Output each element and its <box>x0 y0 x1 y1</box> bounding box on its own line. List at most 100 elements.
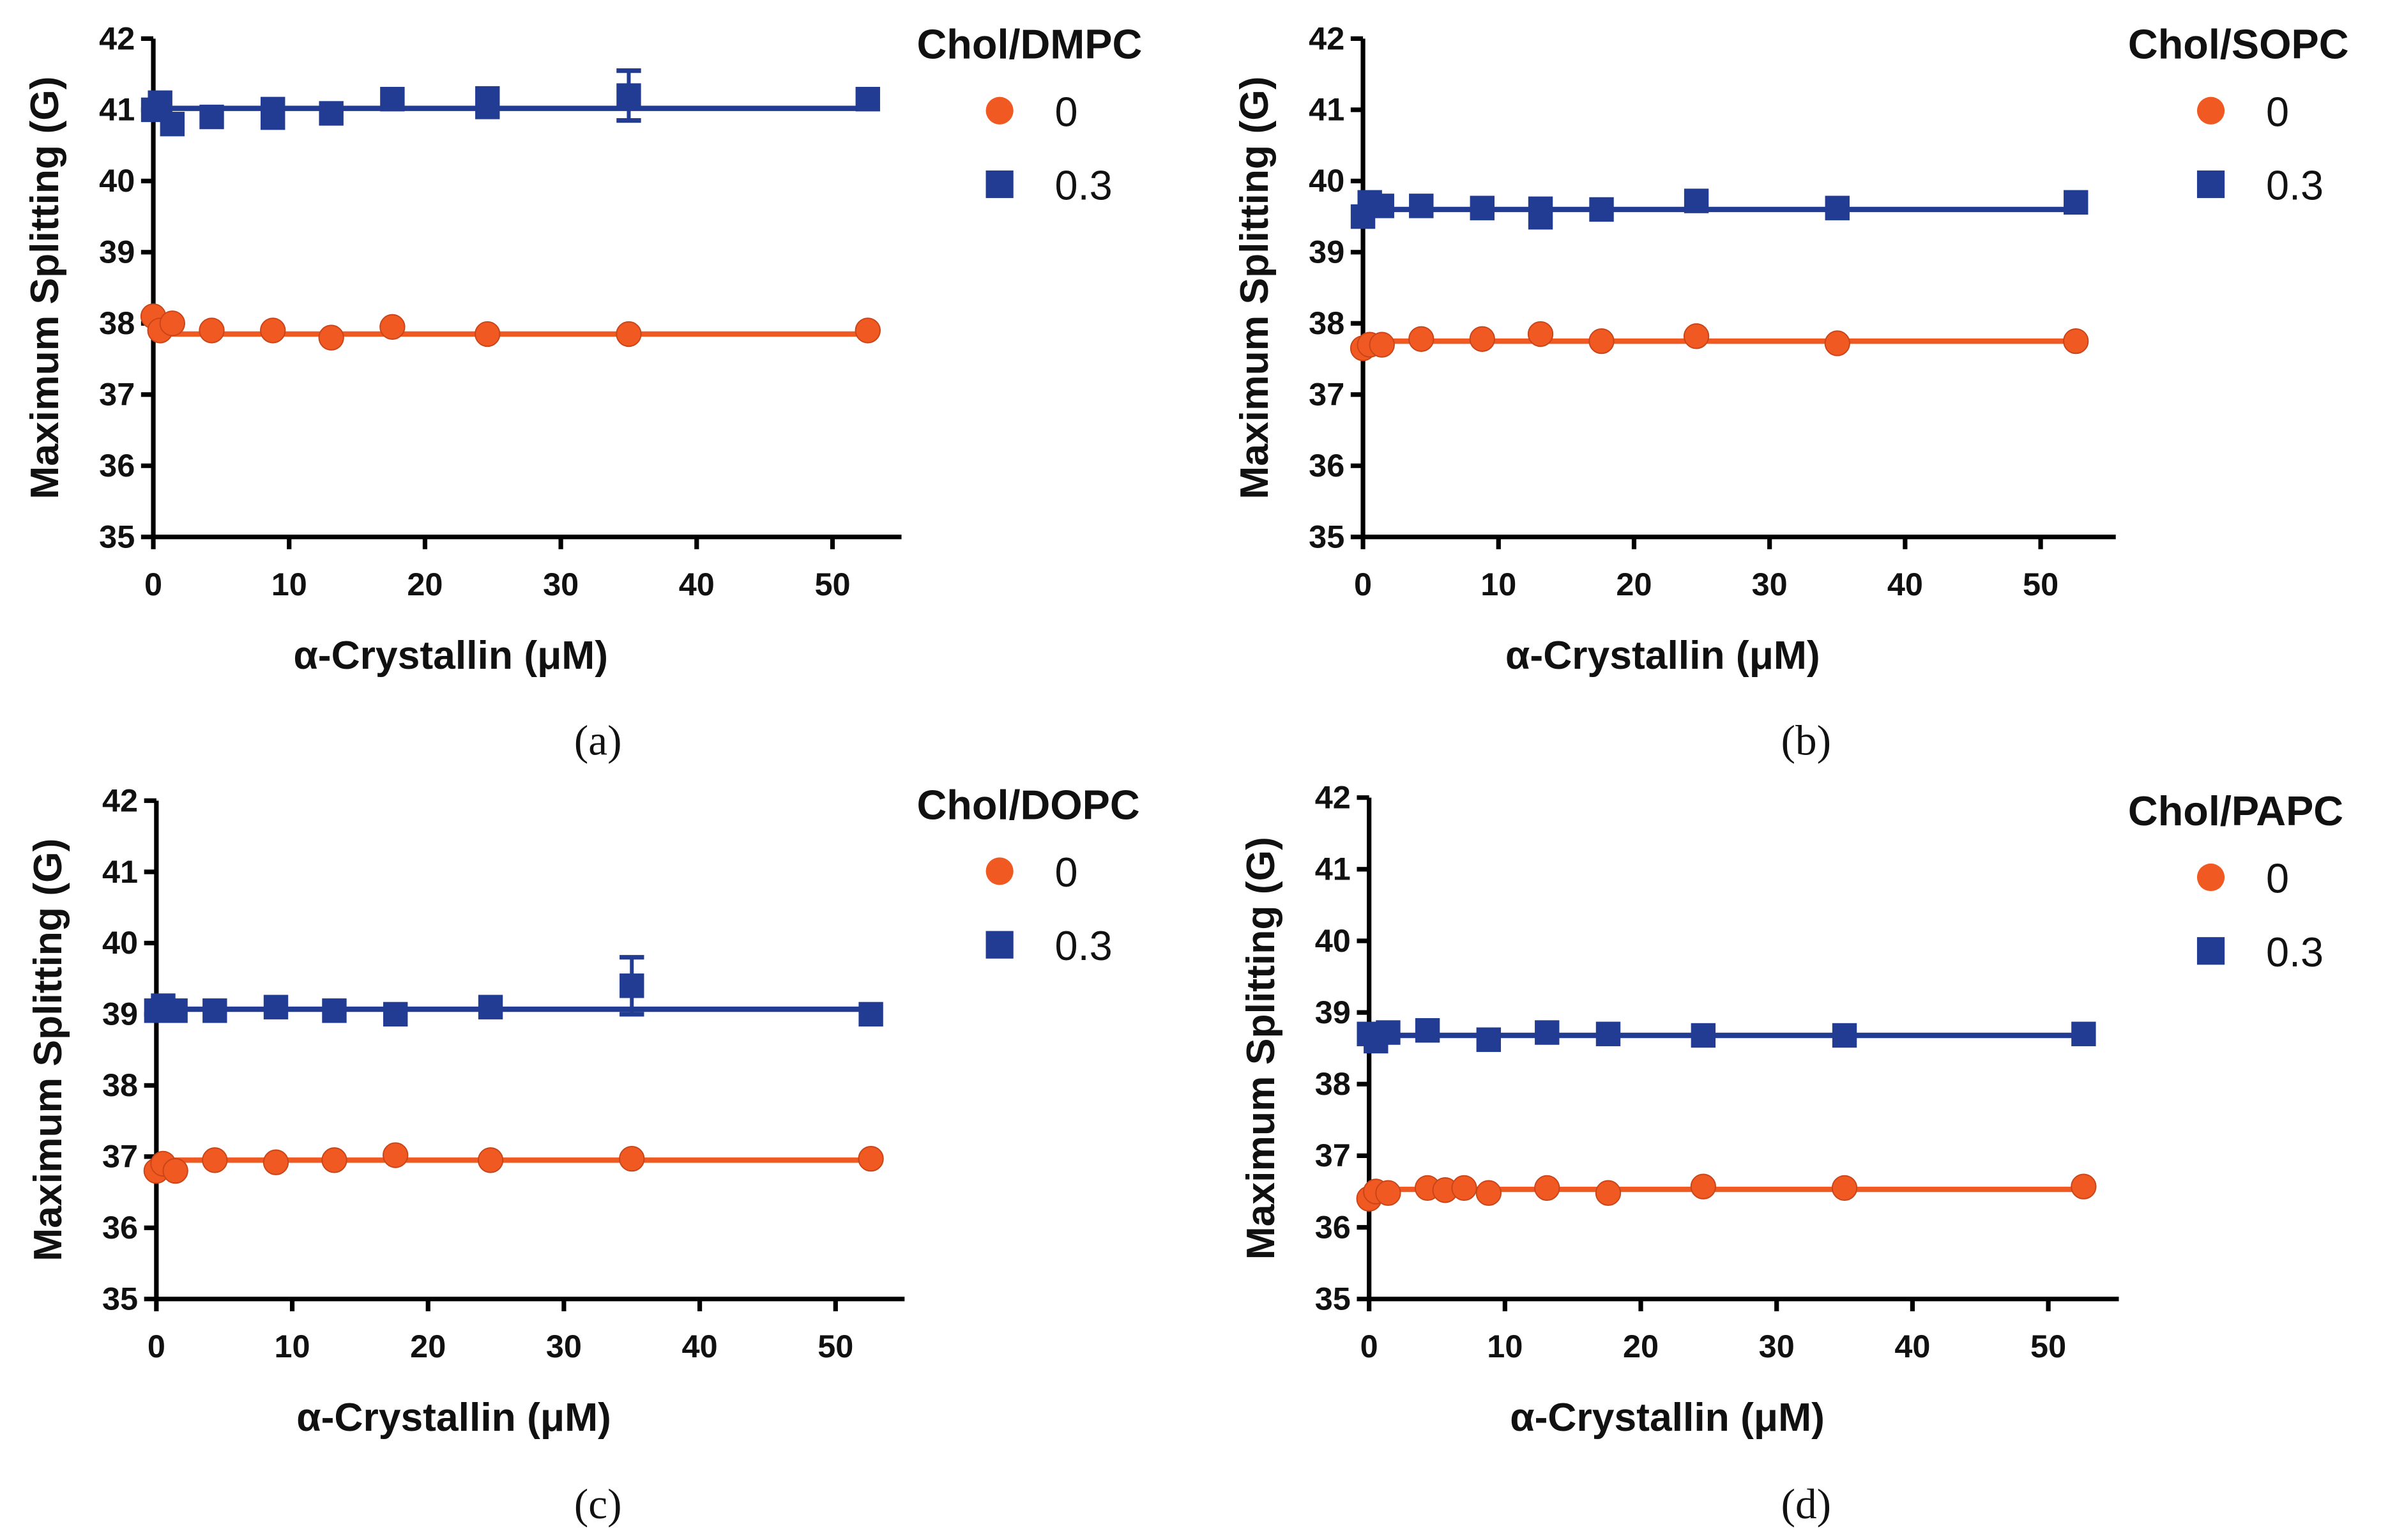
legend-label: 0.3 <box>1055 162 1113 209</box>
data-point-square <box>1684 188 1709 213</box>
data-point-circle <box>1527 321 1554 347</box>
legend-square-icon <box>985 931 1014 959</box>
legend: Chol/PAPC 0 0.3 <box>2128 788 2343 975</box>
legend-label: 0.3 <box>2266 162 2324 209</box>
y-tick-label: 37 <box>102 1138 138 1175</box>
data-point-circle <box>260 317 286 344</box>
series-0 <box>140 303 881 351</box>
y-tick-label: 35 <box>99 518 135 554</box>
data-point-square <box>261 101 285 126</box>
legend-circle-icon <box>2196 96 2225 125</box>
data-point-circle <box>383 1142 409 1168</box>
y-tick-label: 35 <box>1309 518 1344 554</box>
x-axis-label: α-Crystallin (μM) <box>1505 634 1820 678</box>
x-tick-label: 50 <box>814 566 850 602</box>
data-point-circle <box>475 321 501 347</box>
legend: Chol/DMPC 0 0.3 <box>917 21 1143 209</box>
y-tick-label: 39 <box>1309 234 1344 270</box>
data-point-square <box>1595 1021 1621 1046</box>
legend-label: 0 <box>2266 88 2289 135</box>
panel-caption: (b) <box>1781 716 1831 764</box>
y-axis-label: Maximum Splitting (G) <box>1239 837 1283 1260</box>
y-tick-label: 36 <box>1309 447 1344 484</box>
data-point-square <box>1476 1027 1502 1052</box>
y-tick-label: 37 <box>1309 376 1344 413</box>
data-point-square <box>2071 1021 2096 1046</box>
data-point-square <box>1470 195 1495 220</box>
data-point-circle <box>855 317 881 344</box>
data-point-square <box>319 101 344 126</box>
x-tick-label: 40 <box>1894 1328 1930 1364</box>
data-point-circle <box>1588 328 1615 355</box>
x-tick-label: 0 <box>148 1328 165 1364</box>
x-tick-label: 10 <box>1480 566 1516 602</box>
data-point-circle <box>199 317 225 344</box>
y-tick-label: 42 <box>99 20 135 56</box>
y-tick-label: 42 <box>1315 779 1351 816</box>
x-tick-label: 0 <box>144 566 162 602</box>
series-0.3 <box>1357 1018 2096 1054</box>
data-point-square <box>160 111 185 137</box>
data-point-circle <box>1595 1180 1622 1206</box>
x-tick-label: 30 <box>543 566 579 602</box>
data-point-square <box>475 90 500 115</box>
data-point-circle <box>1683 323 1710 349</box>
legend: Chol/SOPC 0 0.3 <box>2128 21 2349 209</box>
data-point-circle <box>321 1147 347 1173</box>
y-tick-label: 40 <box>1309 162 1344 199</box>
data-point-circle <box>1451 1175 1477 1201</box>
data-point-square <box>620 973 644 998</box>
legend-title: Chol/SOPC <box>2128 21 2349 68</box>
legend-square-icon <box>2196 937 2225 965</box>
chart-panel-b: 35 36 37 38 39 40 41 42 0 10 20 30 40 50 α-Crystallin … <box>1233 20 2348 764</box>
legend-title: Chol/PAPC <box>2128 788 2343 834</box>
y-tick-label: 35 <box>1315 1280 1351 1316</box>
y-tick-label: 40 <box>102 924 138 961</box>
y-tick-label: 42 <box>1309 20 1344 56</box>
legend-circle-icon <box>2196 863 2225 892</box>
x-tick-label: 10 <box>1487 1328 1523 1364</box>
y-tick-label: 41 <box>1309 91 1344 128</box>
data-point-square <box>1376 1020 1401 1045</box>
data-point-circle <box>1408 326 1434 352</box>
data-point-square <box>1409 194 1434 218</box>
data-point-square <box>855 86 880 112</box>
y-tick-label: 38 <box>99 305 135 341</box>
data-point-square <box>380 86 405 112</box>
x-tick-label: 10 <box>271 566 307 602</box>
y-axis-label: Maximum Splitting (G) <box>26 838 70 1261</box>
legend-square-icon <box>985 170 1014 199</box>
x-tick-label: 0 <box>1354 566 1372 602</box>
data-point-square <box>1415 1018 1440 1043</box>
data-point-circle <box>2071 1173 2097 1200</box>
data-point-circle <box>262 1149 289 1175</box>
legend-title: Chol/DMPC <box>917 21 1143 68</box>
data-point-circle <box>619 1145 645 1172</box>
y-tick-label: 41 <box>99 91 135 128</box>
y-tick-label: 36 <box>102 1209 138 1246</box>
y-tick-label: 39 <box>102 996 138 1032</box>
legend-label: 0 <box>2266 855 2289 902</box>
x-tick-label: 20 <box>1616 566 1652 602</box>
y-tick-label: 40 <box>1315 922 1351 959</box>
x-tick-label: 50 <box>2023 566 2058 602</box>
data-point-square <box>383 1002 408 1027</box>
data-point-square <box>1825 195 1850 220</box>
x-tick-label: 10 <box>274 1328 310 1364</box>
y-tick-label: 38 <box>102 1067 138 1103</box>
x-tick-label: 40 <box>682 1328 718 1364</box>
data-point-square <box>2064 190 2088 215</box>
x-axis-label: α-Crystallin (μM) <box>1510 1396 1825 1440</box>
data-point-circle <box>1369 332 1395 358</box>
x-tick-label: 0 <box>1360 1328 1378 1364</box>
x-tick-label: 30 <box>546 1328 582 1364</box>
data-point-circle <box>1375 1180 1401 1206</box>
data-point-square <box>163 998 188 1023</box>
data-point-square <box>1535 1020 1560 1045</box>
legend-title: Chol/DOPC <box>917 781 1140 828</box>
data-point-circle <box>1824 330 1850 356</box>
chart-panel-a: 35 36 37 38 39 40 41 42 0 10 20 30 40 50 α-Crystallin … <box>23 20 1142 764</box>
series-0 <box>1350 321 2089 362</box>
data-point-circle <box>1469 326 1495 352</box>
data-point-circle <box>318 324 344 351</box>
